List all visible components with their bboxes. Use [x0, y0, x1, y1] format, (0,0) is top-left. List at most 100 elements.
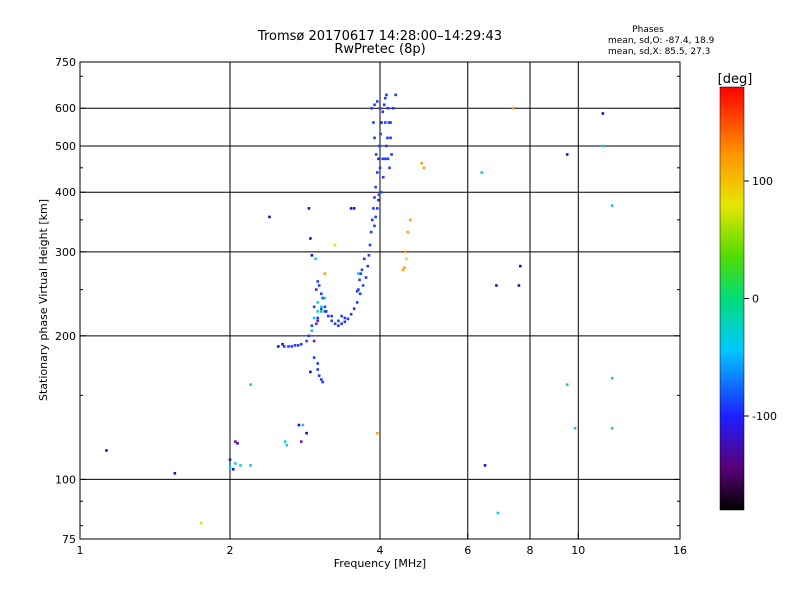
y-tick-label: 400: [55, 186, 76, 199]
data-point: [366, 264, 370, 268]
data-point: [340, 322, 343, 326]
data-point: [312, 339, 316, 343]
data-point: [310, 253, 314, 257]
y-axis-label: Stationary phase Virtual Height [km]: [37, 199, 50, 401]
data-point: [370, 106, 374, 110]
data-point: [299, 440, 303, 443]
data-point: [404, 250, 407, 254]
data-point: [373, 136, 376, 140]
data-point: [293, 344, 297, 347]
data-point: [321, 380, 325, 384]
data-point: [346, 317, 350, 321]
data-point: [389, 121, 392, 124]
y-tick-label: 300: [55, 246, 76, 259]
x-tick-label: 8: [527, 544, 534, 557]
x-tick-label: 10: [571, 544, 585, 557]
data-point: [330, 319, 334, 323]
data-point: [372, 121, 375, 124]
data-point: [307, 207, 311, 210]
data-point: [290, 345, 294, 348]
data-point: [517, 284, 521, 287]
data-point: [349, 312, 353, 316]
data-point: [401, 268, 405, 272]
data-point: [343, 320, 347, 324]
data-point: [228, 466, 232, 469]
data-point: [316, 319, 320, 323]
x-tick-label: 16: [673, 544, 687, 557]
data-point: [384, 121, 387, 124]
data-point: [320, 310, 323, 313]
data-point: [511, 106, 515, 110]
data-point: [610, 376, 614, 380]
data-point: [386, 106, 390, 110]
data-point: [320, 378, 323, 381]
data-point: [408, 218, 412, 222]
y-tick-label: 500: [55, 140, 76, 153]
data-point: [372, 207, 375, 210]
data-point: [375, 171, 379, 174]
data-point: [234, 462, 237, 465]
data-point: [403, 266, 406, 269]
data-point: [375, 207, 379, 210]
colorbar-gradient: [719, 86, 745, 511]
data-point: [480, 171, 484, 174]
data-point: [378, 144, 381, 148]
data-point: [283, 440, 287, 443]
data-point: [384, 157, 387, 161]
data-point: [352, 207, 356, 210]
data-point: [320, 305, 323, 309]
data-point: [369, 230, 373, 234]
data-point: [389, 136, 392, 140]
data-point: [234, 440, 237, 443]
data-point: [362, 257, 366, 261]
data-point: [316, 316, 320, 320]
data-point: [375, 100, 379, 103]
data-point: [373, 224, 376, 228]
data-point: [565, 153, 569, 156]
phases-x-stats: mean, sd,X: 85.5, 27.3: [608, 47, 710, 57]
x-tick-label: 4: [377, 544, 384, 557]
data-point: [385, 93, 388, 97]
data-point: [343, 316, 347, 320]
data-point: [316, 310, 320, 313]
phases-header: Phases: [632, 25, 664, 35]
data-point: [316, 368, 320, 371]
data-point: [377, 157, 380, 161]
data-point: [307, 334, 311, 338]
colorbar: [deg] 100 0 -100: [718, 72, 777, 511]
data-point: [323, 296, 327, 300]
data-point: [368, 243, 372, 247]
data-point: [355, 289, 359, 293]
data-point: [314, 288, 318, 291]
data-point: [330, 314, 334, 318]
data-point: [374, 215, 377, 219]
data-point: [386, 136, 389, 140]
data-point: [312, 305, 316, 309]
data-point: [305, 339, 308, 343]
plot-area: 1 2 4 6 8 10 16 75 100 200 300 400 500 600 750: [55, 56, 687, 557]
data-point: [364, 276, 368, 279]
data-point: [573, 426, 577, 430]
x-tick-label: 6: [464, 544, 471, 557]
data-point: [496, 511, 500, 515]
x-axis: 1 2 4 6 8 10 16: [77, 533, 687, 557]
data-point: [323, 305, 327, 309]
data-point: [378, 166, 382, 170]
data-point: [317, 284, 321, 287]
data-point: [381, 110, 384, 114]
y-axis: 75 100 200 300 400 500 600 750: [55, 56, 680, 546]
data-point: [337, 319, 340, 323]
data-point: [377, 198, 380, 202]
y-tick-label: 600: [55, 102, 76, 115]
data-point: [321, 296, 325, 300]
data-point: [239, 464, 242, 467]
data-point: [317, 374, 321, 377]
chart-title-line1: Tromsø 20170617 14:28:00–14:29:43: [257, 29, 502, 44]
data-point: [249, 464, 252, 467]
data-point: [406, 230, 410, 234]
data-point: [495, 284, 498, 287]
data-point: [316, 362, 320, 365]
data-point: [377, 193, 381, 197]
phases-o-stats: mean, sd,O: -87.4, 18.9: [608, 36, 715, 46]
data-point: [357, 288, 360, 291]
